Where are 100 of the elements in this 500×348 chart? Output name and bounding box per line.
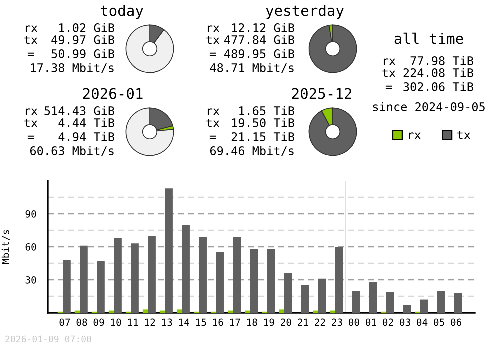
legend-label: tx — [458, 131, 471, 140]
bar — [182, 224, 190, 313]
bar — [279, 310, 284, 313]
bar — [284, 273, 292, 313]
x-tick-label: 09 — [94, 318, 104, 326]
x-tick-label: 13 — [162, 318, 172, 326]
text: rx — [208, 108, 220, 116]
x-tick-label: 23 — [332, 318, 342, 326]
bar — [301, 285, 310, 313]
text: tx — [206, 119, 220, 128]
y-tick-label: 30 — [26, 276, 36, 284]
chart-title: yesterday — [266, 4, 344, 20]
x-tick-label: 04 — [417, 318, 428, 326]
x-tick-label: 15 — [196, 318, 206, 326]
x-tick-label: 01 — [366, 318, 376, 326]
text: since 2024-09-05 — [373, 102, 485, 112]
bar — [369, 282, 378, 313]
donut-slice — [126, 108, 174, 156]
text: 48.71 Mbit/s — [210, 63, 294, 74]
text: 4.44 TiB — [58, 118, 114, 128]
x-tick-label: 11 — [128, 318, 138, 326]
legend-label: rx — [409, 132, 421, 140]
bar — [437, 290, 446, 313]
donut-slice — [308, 24, 358, 74]
bar — [97, 261, 105, 313]
x-tick-label: 10 — [111, 318, 122, 326]
text: tx — [382, 69, 396, 78]
x-tick-label: 06 — [451, 318, 462, 326]
y-tick-label: 60 — [26, 243, 36, 251]
text: 12.12 GiB — [232, 23, 294, 32]
x-tick-label: 02 — [383, 318, 394, 326]
x-tick-label: 12 — [145, 318, 156, 326]
bar — [454, 293, 462, 313]
text: 1.02 GiB — [60, 23, 114, 32]
text: all time — [394, 32, 464, 44]
x-tick-label: 21 — [298, 318, 308, 326]
bar — [142, 310, 148, 313]
bar — [199, 237, 207, 313]
chart-title: 2025-12 — [292, 88, 352, 100]
text: 69.46 Mbit/s — [210, 146, 294, 156]
text: 302.06 TiB — [404, 82, 474, 92]
text: tx — [24, 36, 38, 44]
x-tick-label: 07 — [60, 318, 70, 326]
text: = — [28, 52, 34, 56]
text: 489.95 GiB — [224, 49, 294, 58]
bar — [267, 249, 276, 313]
bar — [114, 238, 122, 313]
chart-title: today — [100, 4, 144, 20]
bar — [250, 249, 258, 313]
text: 60.63 Mbit/s — [30, 146, 114, 156]
bar — [403, 305, 412, 313]
text: 21.15 TiB — [232, 132, 294, 142]
text: 19.50 TiB — [232, 118, 294, 128]
text: rx — [208, 26, 220, 32]
bar — [216, 252, 224, 313]
text: = — [210, 52, 216, 56]
x-tick-label: 19 — [264, 318, 274, 326]
text: 514.43 GiB — [44, 106, 114, 116]
text: = — [386, 86, 392, 90]
bar — [318, 278, 326, 313]
bar — [176, 310, 182, 313]
x-tick-label: 00 — [348, 318, 360, 326]
y-tick-label: 90 — [26, 210, 36, 218]
text: 17.38 Mbit/s — [31, 63, 114, 74]
chart-title: 2026-01 — [83, 88, 143, 100]
bar — [420, 300, 428, 313]
text: rx — [26, 26, 38, 32]
x-tick-label: 03 — [400, 318, 410, 326]
bar — [165, 188, 173, 313]
text: 49.97 GiB — [52, 35, 114, 44]
bar — [352, 290, 360, 313]
donut-slice — [308, 108, 358, 156]
text: 4.94 TiB — [58, 132, 114, 142]
bar — [335, 246, 344, 313]
text: 1.65 TiB — [240, 106, 294, 116]
text: = — [210, 136, 216, 140]
x-tick-label: 18 — [247, 318, 258, 326]
x-tick-label: 05 — [434, 318, 444, 326]
text: 77.98 TiB — [410, 56, 474, 66]
text: tx — [24, 119, 38, 128]
y-axis-title: Mbit/s — [2, 230, 10, 264]
text: tx — [206, 36, 220, 44]
text: 50.99 GiB — [52, 49, 114, 58]
text: rx — [384, 58, 396, 66]
x-tick-label: 14 — [179, 318, 190, 326]
bar — [80, 246, 88, 313]
x-tick-label: 22 — [315, 318, 326, 326]
text: rx — [26, 108, 38, 116]
x-tick-label: 17 — [230, 318, 240, 326]
bar — [386, 292, 394, 313]
bar — [63, 260, 71, 313]
x-tick-label: 16 — [213, 318, 224, 326]
x-tick-label: 08 — [76, 318, 88, 326]
bar — [131, 244, 139, 313]
x-tick-label: 20 — [281, 318, 292, 326]
text: 477.84 GiB — [224, 35, 294, 44]
text: = — [28, 136, 34, 140]
bar — [148, 236, 156, 313]
bar — [233, 237, 241, 313]
text: 224.08 TiB — [404, 68, 474, 78]
